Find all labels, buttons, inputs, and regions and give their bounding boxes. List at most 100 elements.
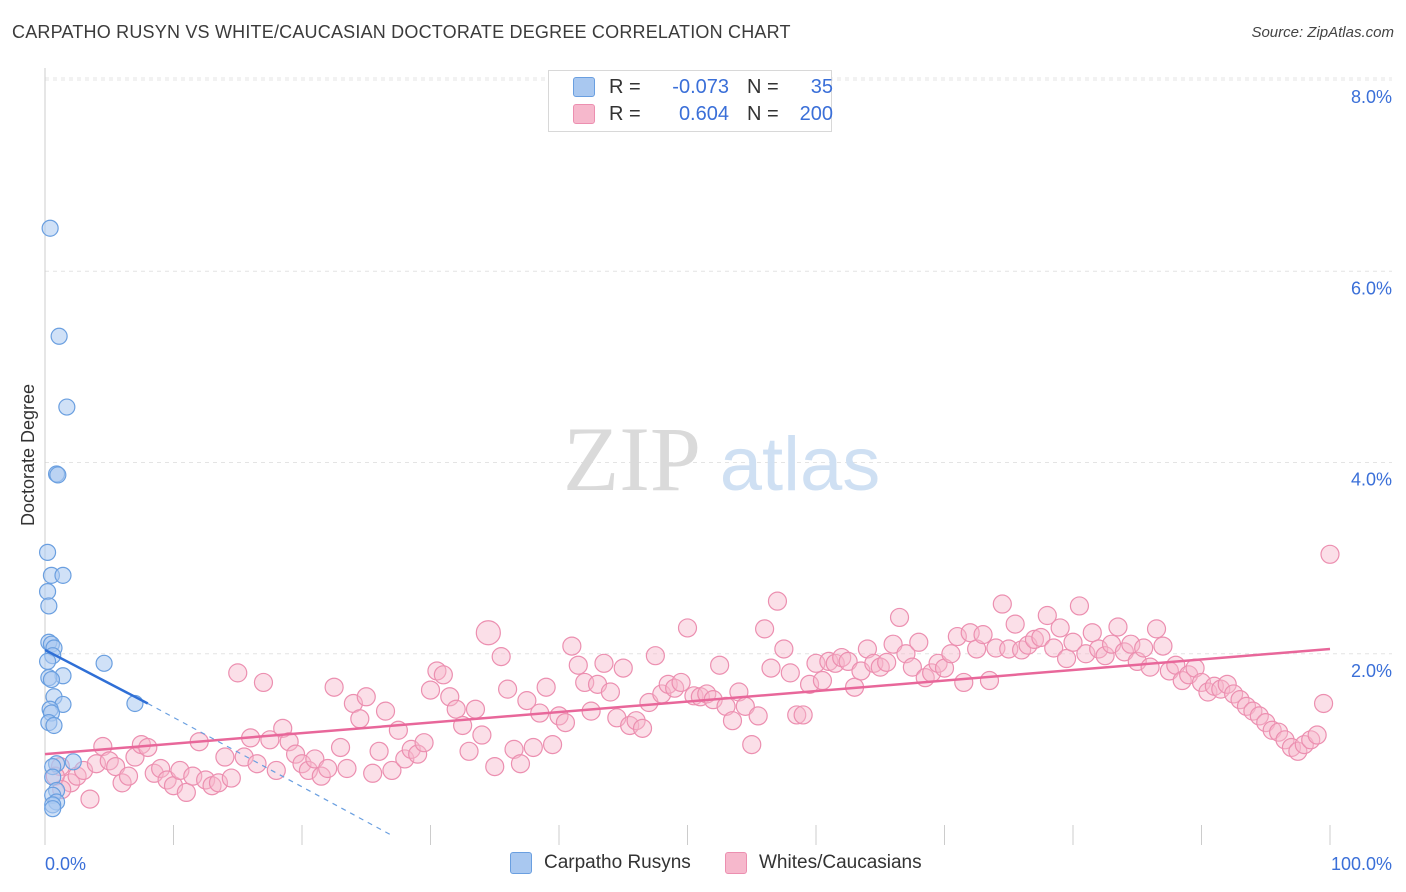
white-caucasian-point — [1050, 618, 1070, 638]
r-value: -0.073 — [672, 75, 729, 98]
carpatho-rusyn-point — [95, 654, 113, 672]
y-axis-label: Doctorate Degree — [18, 384, 38, 526]
y-tick-label: 6.0% — [1351, 278, 1392, 298]
r-label: R = — [609, 75, 641, 98]
carpatho-rusyn-point — [38, 652, 57, 671]
trend-lines — [44, 647, 1331, 836]
white-caucasian-point — [305, 749, 325, 769]
white-caucasian-point — [562, 636, 582, 656]
white-caucasian-point — [215, 747, 235, 767]
white-caucasian-point — [774, 639, 794, 659]
white-caucasian-point — [536, 677, 556, 697]
carpatho-rusyn-point — [38, 582, 57, 601]
white-caucasian-point — [523, 737, 543, 758]
white-caucasian-point — [799, 674, 820, 694]
white-caucasian-point — [465, 699, 486, 719]
tick-labels: 2.0% 4.0% 6.0% 8.0% 0.0% 100.0% — [45, 87, 1392, 874]
white-caucasian-point — [677, 618, 698, 638]
legend-label: Whites/Caucasians — [759, 852, 922, 873]
white-caucasian-point — [787, 705, 807, 725]
source-label: Source: ZipAtlas.com — [1251, 24, 1394, 41]
chart-title: CARPATHO RUSYN VS WHITE/CAUCASIAN DOCTOR… — [12, 22, 791, 42]
white-caucasian-point — [979, 670, 1000, 691]
white-caucasian-point — [780, 663, 800, 683]
white-caucasian-point — [1268, 722, 1289, 742]
white-caucasian-point — [954, 672, 974, 693]
y-tick-label: 2.0% — [1351, 661, 1392, 681]
n-value: 200 — [799, 102, 833, 125]
white-caucasian-point — [208, 773, 229, 793]
white-caucasian-point — [568, 655, 588, 675]
carpatho-rusyn-points — [38, 219, 144, 818]
white-caucasian-point — [446, 699, 466, 719]
white-caucasian-point — [1044, 638, 1064, 658]
white-caucasian-point — [459, 741, 479, 761]
correlation-legend: R = -0.073 N = 35 R = 0.604 N = 200 — [548, 70, 833, 132]
white-caucasian-points — [45, 544, 1340, 809]
carpatho-rusyn-trendline-extension — [147, 702, 393, 836]
carpatho-rusyn-point — [45, 716, 63, 735]
legend-swatch-blue — [510, 852, 532, 874]
legend-label: Carpatho Rusyns — [544, 852, 691, 873]
white-caucasian-point — [909, 632, 929, 652]
white-caucasian-point — [337, 758, 357, 779]
white-caucasian-point — [973, 625, 993, 645]
white-caucasian-point — [767, 591, 788, 611]
white-caucasian-point — [1313, 693, 1334, 714]
legend-item-whites-caucasians[interactable]: Whites/Caucasians — [725, 852, 922, 874]
white-caucasian-point — [318, 758, 338, 779]
white-caucasian-point — [632, 718, 653, 738]
white-caucasian-point — [350, 709, 370, 729]
legend-row-white: R = 0.604 N = 200 — [573, 102, 833, 126]
white-caucasian-point — [420, 680, 441, 700]
white-caucasian-point — [722, 711, 743, 731]
white-caucasian-point — [710, 655, 730, 675]
carpatho-rusyn-point — [38, 543, 57, 561]
white-caucasian-point — [671, 672, 691, 693]
white-caucasian-point — [176, 782, 196, 803]
white-caucasian-point — [1005, 614, 1025, 634]
n-label: N = — [747, 75, 779, 98]
white-caucasian-point — [311, 766, 331, 786]
white-caucasian-point — [1320, 544, 1340, 564]
white-caucasian-point — [375, 701, 396, 721]
white-caucasian-point — [838, 651, 858, 672]
white-caucasian-point — [967, 639, 987, 659]
legend-item-carpatho-rusyns[interactable]: Carpatho Rusyns — [510, 852, 691, 874]
white-caucasian-point — [1056, 648, 1077, 669]
white-caucasian-point — [600, 682, 621, 702]
white-caucasian-point — [363, 763, 383, 783]
white-caucasian-point — [793, 705, 813, 725]
white-caucasian-point — [754, 619, 775, 639]
n-label: N = — [747, 102, 779, 125]
white-caucasian-point — [485, 756, 505, 777]
carpatho-rusyn-trendline — [44, 648, 149, 705]
white-caucasian-point — [761, 658, 781, 678]
white-caucasian-point — [1134, 638, 1154, 658]
white-caucasian-point — [440, 687, 460, 707]
white-caucasian-point — [1121, 634, 1141, 654]
r-label: R = — [609, 102, 641, 125]
white-caucasian-point — [992, 594, 1012, 614]
white-caucasian-point — [1031, 627, 1051, 648]
white-caucasian-point — [542, 734, 563, 755]
white-caucasian-point — [504, 739, 524, 759]
legend-swatch-pink — [725, 852, 747, 874]
white-caucasian-trendline — [44, 647, 1331, 756]
white-caucasian-point — [1069, 596, 1090, 616]
white-caucasian-point — [742, 734, 762, 755]
white-caucasian-point — [1037, 605, 1057, 626]
white-caucasian-point — [369, 741, 389, 761]
white-caucasian-point — [902, 657, 922, 677]
white-caucasian-point — [889, 607, 910, 628]
white-caucasian-point — [1140, 657, 1160, 677]
white-caucasian-point — [106, 756, 126, 777]
white-caucasian-point — [491, 647, 511, 667]
n-value: 35 — [810, 75, 833, 98]
white-caucasian-point — [498, 679, 518, 699]
white-caucasian-point — [1082, 623, 1102, 643]
white-caucasian-point — [613, 658, 633, 678]
white-caucasian-point — [1307, 725, 1327, 745]
white-caucasian-point — [475, 620, 501, 646]
white-caucasian-point — [934, 658, 955, 678]
